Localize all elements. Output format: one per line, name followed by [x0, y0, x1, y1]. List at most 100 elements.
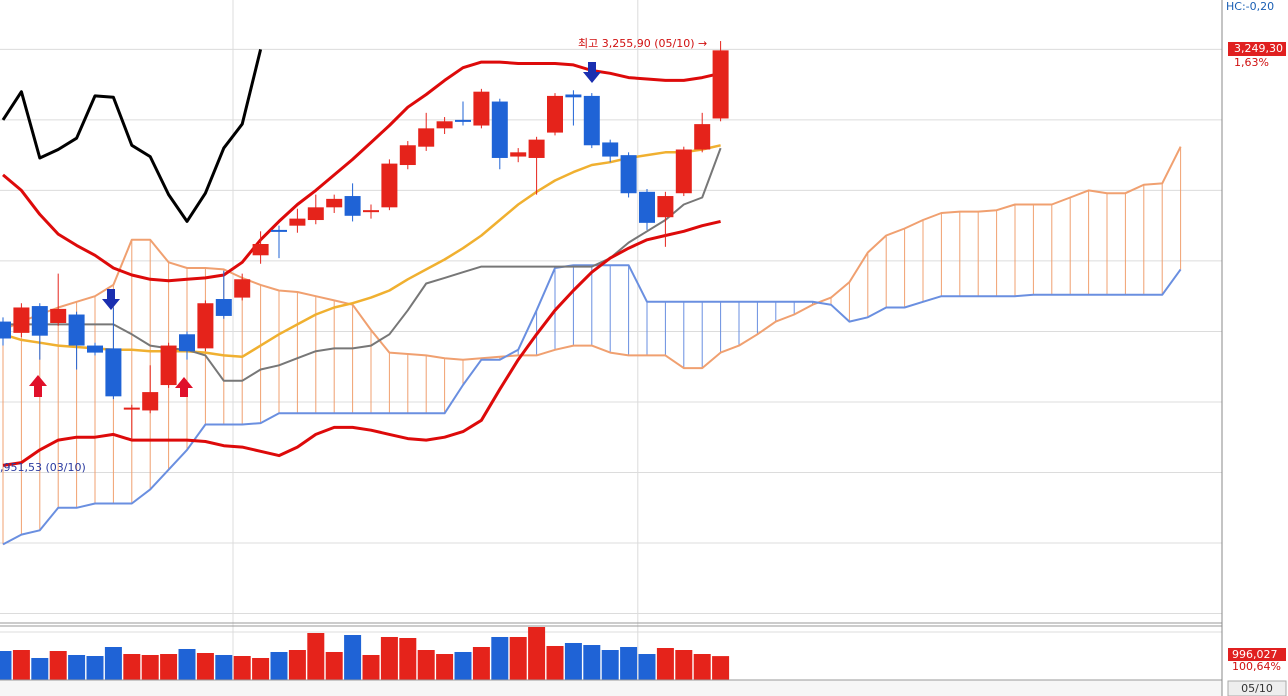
candle-body	[583, 95, 600, 146]
candle-body	[123, 407, 140, 410]
price-pane	[0, 0, 1222, 680]
candle-body	[528, 139, 545, 158]
candle-body	[142, 392, 159, 411]
volume-bar	[712, 656, 730, 680]
indicator-line	[1, 49, 263, 223]
candle-body	[13, 307, 30, 333]
volume-bar	[601, 650, 619, 680]
candle-body	[657, 196, 674, 218]
candle-body	[68, 314, 85, 346]
volume-bar	[436, 654, 454, 680]
volume-bar	[178, 648, 196, 680]
cursor-box	[1227, 680, 1287, 696]
candle-body	[455, 119, 471, 122]
volume-bar	[362, 654, 380, 680]
candle-body	[50, 308, 67, 323]
volume-bar	[68, 654, 86, 680]
volume-bar	[528, 627, 546, 680]
volume-bar	[233, 656, 251, 680]
candle-body	[215, 299, 232, 316]
volume-bar	[0, 651, 12, 680]
buy-arrow	[29, 375, 47, 397]
volume-bar	[104, 647, 122, 680]
candle-body	[639, 191, 655, 223]
buy-arrow	[175, 377, 193, 397]
volume-bar	[86, 656, 104, 680]
candle-body	[418, 128, 435, 147]
volume-tag: 996,027	[1232, 648, 1278, 661]
volume-bar	[270, 651, 288, 680]
price-tag-box	[1228, 42, 1286, 56]
volume-bar	[123, 654, 141, 680]
candle-body	[179, 334, 195, 352]
price-tag: 3,249,30	[1234, 42, 1283, 55]
volume-bar	[325, 651, 343, 680]
candle-body	[197, 303, 214, 349]
time-axis	[0, 680, 1222, 696]
candle-body	[620, 155, 637, 194]
candle-body	[565, 94, 582, 98]
sell-arrow	[102, 289, 120, 310]
candle-body	[234, 279, 251, 298]
volume-bar	[141, 654, 159, 680]
volume-bar	[564, 642, 582, 680]
indicator-line	[2, 219, 721, 467]
volume-bar	[196, 653, 214, 680]
span-b	[2, 264, 1182, 546]
candle-body	[510, 152, 527, 157]
candle-body	[675, 149, 692, 194]
candle-body	[87, 345, 103, 353]
volume-bar	[307, 633, 325, 680]
volume-tag-box	[1228, 648, 1286, 661]
hc-label: HC:-0,20	[1226, 0, 1274, 13]
volume-bar	[491, 636, 509, 680]
candle-body	[694, 124, 711, 150]
volume-bar	[509, 636, 527, 680]
volume-bar	[454, 651, 472, 680]
span-a	[2, 146, 1182, 370]
candle-body	[160, 345, 177, 386]
volume-bar	[656, 648, 674, 680]
change-tag: 1,63%	[1234, 56, 1269, 69]
volume-bar	[675, 650, 693, 680]
candle-body	[289, 218, 306, 226]
candle-body	[473, 91, 490, 126]
cursor-label: 05/10	[1241, 682, 1273, 695]
candle-body	[399, 145, 416, 166]
ratio-tag: 100,64%	[1232, 660, 1281, 673]
candle-body	[363, 210, 379, 213]
candle-body	[491, 101, 508, 158]
low-note: ,951,53 (03/10)	[0, 461, 86, 474]
candle-body	[381, 163, 398, 208]
volume-bar	[215, 654, 233, 680]
candle-body	[344, 196, 361, 216]
volume-bar	[380, 636, 398, 680]
volume-bar	[252, 657, 270, 680]
candle-body	[105, 348, 122, 397]
candle-body	[326, 198, 343, 208]
volume-bar	[546, 645, 564, 680]
candle-body	[436, 121, 453, 129]
value-axis	[1222, 0, 1288, 696]
sell-arrow	[583, 62, 601, 83]
volume-bar	[399, 638, 417, 680]
volume-bar	[417, 650, 435, 680]
high-note: 최고 3,255,90 (05/10) →	[578, 37, 707, 50]
candle-body	[31, 306, 48, 336]
volume-bar	[693, 654, 711, 680]
volume-bar	[583, 645, 601, 680]
candle-body	[712, 50, 729, 119]
volume-bar	[49, 651, 67, 680]
volume-bar	[160, 654, 178, 680]
volume-bar	[472, 647, 490, 680]
volume-bar	[620, 647, 638, 680]
candle-body	[252, 244, 269, 256]
volume-bar	[638, 654, 656, 680]
signals	[29, 62, 601, 397]
candle-body	[0, 321, 11, 339]
candle-body	[602, 142, 619, 157]
candle-body	[547, 95, 563, 133]
volume-bar	[31, 657, 49, 680]
